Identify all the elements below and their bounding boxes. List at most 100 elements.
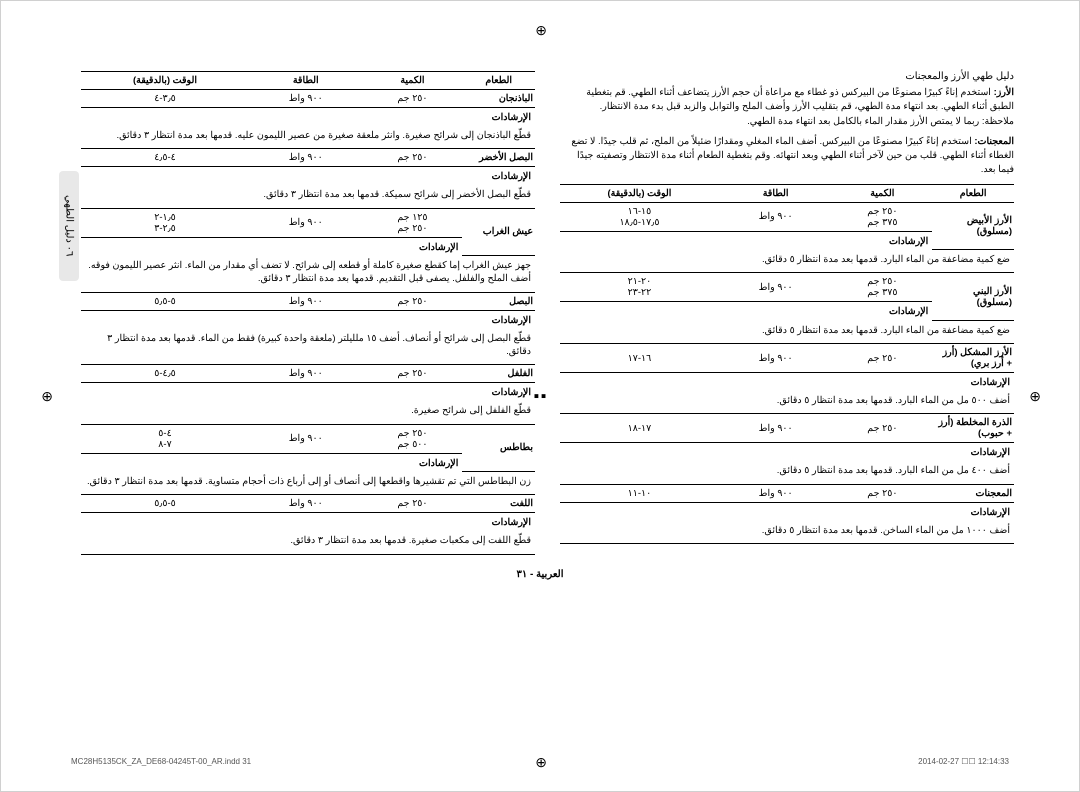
food-cell: الأرز البني (مسلوق) <box>932 273 1014 321</box>
instruction-text: قطّع البصل إلى شرائح أو أنصاف. أضف ١٥ مل… <box>81 329 535 365</box>
section-header-rice: دليل طهي الأرز والمعجنات <box>560 71 1014 82</box>
instruction-text: أضف ٤٠٠ مل من الماء البارد. قدمها بعد مد… <box>560 461 1014 484</box>
table-row: الأرز المشكل (أرز + أرز بري)٢٥٠ جم٩٠٠ وا… <box>560 344 1014 373</box>
table-row: عيش الغراب١٢٥ جم٢٥٠ جم٩٠٠ واط١٫٥-٢٢٫٥-٣ <box>81 208 535 237</box>
instruction-label: الإرشادات <box>81 513 535 532</box>
col-time: الوقت (بالدقيقة) <box>560 184 719 202</box>
time-cell: ١٫٥-٢٢٫٥-٣ <box>81 208 249 237</box>
food-cell: بطاطس <box>462 424 535 472</box>
power-cell: ٩٠٠ واط <box>249 424 363 453</box>
instruction-label-row: الإرشادات <box>560 373 1014 392</box>
instruction-text-row: قطّع الفلفل إلى شرائح صغيرة. <box>81 401 535 424</box>
instruction-text-row: أضف ١٠٠٠ مل من الماء الساخن. قدمها بعد م… <box>560 521 1014 544</box>
instruction-text: قطّع الفلفل إلى شرائح صغيرة. <box>81 401 535 424</box>
instruction-label: الإرشادات <box>560 302 932 321</box>
qty-cell: ٢٥٠ جم <box>832 484 932 502</box>
power-cell: ٩٠٠ واط <box>719 273 833 302</box>
food-cell: الباذنجان <box>462 90 535 108</box>
crop-mark-left: ⊕ <box>39 389 53 403</box>
col-qty: الكمية <box>363 72 463 90</box>
power-cell: ٩٠٠ واط <box>719 344 833 373</box>
instruction-text: قطّع الباذنجان إلى شرائح صغيرة. وانثر مل… <box>81 126 535 149</box>
table-row: اللفت٢٥٠ جم٩٠٠ واط٥-٥٫٥ <box>81 495 535 513</box>
instruction-label-row: الإرشادات <box>81 383 535 402</box>
instruction-label-row: الإرشادات <box>81 513 535 532</box>
intro-pasta: المعجنات: استخدم إناءً كبيرًا مصنوعًا من… <box>560 135 1014 178</box>
rice-note: ملاحظة: ربما لا يمتص الأرز مقدار الماء ب… <box>747 116 1014 127</box>
power-cell: ٩٠٠ واط <box>249 292 363 310</box>
instruction-text: زن البطاطس التي تم تقشيرها واقطعها إلى أ… <box>81 472 535 495</box>
qty-cell: ٢٥٠ جم٥٠٠ جم <box>363 424 463 453</box>
time-cell: ١٧-١٨ <box>560 414 719 443</box>
instruction-text-row: قطّع اللفت إلى مكعبات صغيرة. قدمها بعد م… <box>81 531 535 554</box>
table-row: البصل الأخضر٢٥٠ جم٩٠٠ واط٤-٤٫٥ <box>81 149 535 167</box>
instruction-label-row: الإرشادات <box>81 167 535 186</box>
instruction-label: الإرشادات <box>81 453 462 472</box>
col-food: الطعام <box>932 184 1014 202</box>
vegetables-column: الطعام الكمية الطاقة الوقت (بالدقيقة) ال… <box>81 71 535 555</box>
instruction-label: الإرشادات <box>560 373 1014 392</box>
table-row: الأرز البني (مسلوق)٢٥٠ جم٣٧٥ جم٩٠٠ واط٢٠… <box>560 273 1014 302</box>
time-cell: ٢٠-٢١٢٢-٢٣ <box>560 273 719 302</box>
instruction-text: أضف ١٠٠٠ مل من الماء الساخن. قدمها بعد م… <box>560 521 1014 544</box>
col-power: الطاقة <box>719 184 833 202</box>
time-cell: ١٠-١١ <box>560 484 719 502</box>
power-cell: ٩٠٠ واط <box>249 149 363 167</box>
rice-label: الأرز: <box>994 87 1014 98</box>
crop-mark-bottom: ⊕ <box>533 755 547 769</box>
table-row: البصل٢٥٠ جم٩٠٠ واط٥-٥٫٥ <box>81 292 535 310</box>
pasta-text: استخدم إناءً كبيرًا مصنوعًا من البيركس. … <box>571 136 1014 176</box>
time-cell: ٣٫٥-٤ <box>81 90 249 108</box>
instruction-text-row: قطّع البصل الأخضر إلى شرائح سميكة. قدمها… <box>81 185 535 208</box>
rice-pasta-table: الطعام الكمية الطاقة الوقت (بالدقيقة) ال… <box>560 184 1014 544</box>
instruction-label: الإرشادات <box>81 108 535 127</box>
instruction-label-row: الإرشادات <box>560 443 1014 462</box>
qty-cell: ٢٥٠ جم٣٧٥ جم <box>832 273 932 302</box>
power-cell: ٩٠٠ واط <box>719 202 833 231</box>
qty-cell: ٢٥٠ جم <box>832 344 932 373</box>
instruction-text: ضع كمية مضاعفة من الماء البارد. قدمها بع… <box>560 320 1014 343</box>
side-tab: ٠٦ دليل الطهي <box>59 171 79 281</box>
food-cell: البصل <box>462 292 535 310</box>
vegetables-table: الطعام الكمية الطاقة الوقت (بالدقيقة) ال… <box>81 71 535 555</box>
qty-cell: ٢٥٠ جم <box>363 292 463 310</box>
qty-cell: ٢٥٠ جم <box>832 414 932 443</box>
instruction-label-row: الإرشادات <box>81 108 535 127</box>
instruction-text: أضف ٥٠٠ مل من الماء البارد. قدمها بعد مد… <box>560 391 1014 414</box>
instruction-text-row: زن البطاطس التي تم تقشيرها واقطعها إلى أ… <box>81 472 535 495</box>
time-cell: ١٦-١٧ <box>560 344 719 373</box>
time-cell: ٤-٥٧-٨ <box>81 424 249 453</box>
qty-cell: ٢٥٠ جم <box>363 90 463 108</box>
food-cell: البصل الأخضر <box>462 149 535 167</box>
power-cell: ٩٠٠ واط <box>719 414 833 443</box>
instruction-label: الإرشادات <box>81 237 462 256</box>
instruction-text-row: أضف ٤٠٠ مل من الماء البارد. قدمها بعد مد… <box>560 461 1014 484</box>
time-cell: ٤-٤٫٥ <box>81 149 249 167</box>
instruction-label-row: الإرشادات <box>560 502 1014 521</box>
instruction-label: الإرشادات <box>81 310 535 329</box>
food-cell: الذرة المخلطة (أرز + حبوب) <box>932 414 1014 443</box>
instruction-label: الإرشادات <box>560 443 1014 462</box>
table-row: المعجنات٢٥٠ جم٩٠٠ واط١٠-١١ <box>560 484 1014 502</box>
instruction-text-row: قطّع الباذنجان إلى شرائح صغيرة. وانثر مل… <box>81 126 535 149</box>
crop-mark-top: ⊕ <box>533 23 547 37</box>
table-row: الفلفل٢٥٠ جم٩٠٠ واط٤٫٥-٥ <box>81 365 535 383</box>
rice-pasta-column: دليل طهي الأرز والمعجنات الأرز: استخدم إ… <box>560 71 1014 555</box>
qty-cell: ١٢٥ جم٢٥٠ جم <box>363 208 463 237</box>
qty-cell: ٢٥٠ جم٣٧٥ جم <box>832 202 932 231</box>
power-cell: ٩٠٠ واط <box>249 495 363 513</box>
crop-mark-right: ⊕ <box>1027 389 1041 403</box>
qty-cell: ٢٥٠ جم <box>363 495 463 513</box>
intro-rice: الأرز: استخدم إناءً كبيرًا مصنوعًا من ال… <box>560 86 1014 129</box>
power-cell: ٩٠٠ واط <box>249 208 363 237</box>
instruction-label: الإرشادات <box>81 383 535 402</box>
power-cell: ٩٠٠ واط <box>249 90 363 108</box>
time-cell: ٥-٥٫٥ <box>81 495 249 513</box>
pasta-label: المعجنات: <box>974 136 1014 147</box>
col-time: الوقت (بالدقيقة) <box>81 72 249 90</box>
time-cell: ١٥-١٦١٧٫٥-١٨٫٥ <box>560 202 719 231</box>
instruction-text: قطّع اللفت إلى مكعبات صغيرة. قدمها بعد م… <box>81 531 535 554</box>
footer-timestamp: 2014-02-27 ☐☐ 12:14:33 <box>918 757 1009 766</box>
instruction-text-row: ضع كمية مضاعفة من الماء البارد. قدمها بع… <box>560 250 1014 273</box>
table-header-row: الطعام الكمية الطاقة الوقت (بالدقيقة) <box>81 72 535 90</box>
